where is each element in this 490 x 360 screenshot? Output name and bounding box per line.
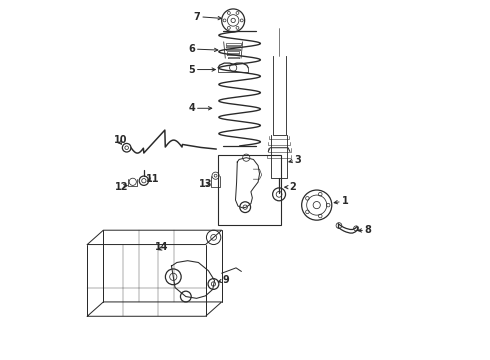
Text: 11: 11 [146,174,159,184]
Text: 3: 3 [294,155,301,165]
Text: 4: 4 [188,103,195,113]
Text: 10: 10 [114,135,128,145]
Text: 2: 2 [290,182,296,192]
Text: 9: 9 [223,275,230,285]
Text: 6: 6 [188,44,195,54]
Text: 13: 13 [199,179,213,189]
Text: 7: 7 [194,12,200,22]
Text: 8: 8 [365,225,371,235]
Text: 5: 5 [188,64,195,75]
Text: 12: 12 [115,182,128,192]
Bar [218,155,281,225]
Text: 14: 14 [155,242,169,252]
Text: 1: 1 [342,196,348,206]
